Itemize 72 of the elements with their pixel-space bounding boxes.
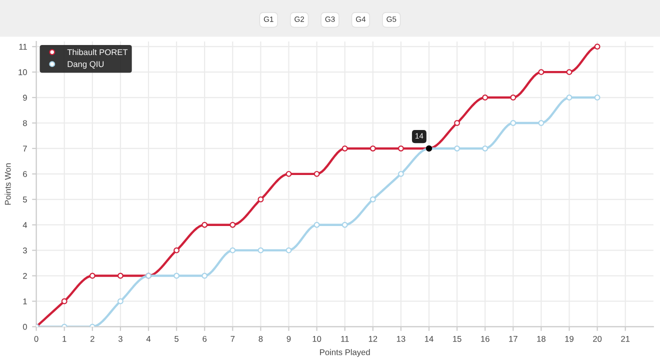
x-tick-label: 21: [621, 336, 630, 342]
y-tick-label: 8: [23, 120, 27, 126]
point: [258, 247, 264, 254]
point: [230, 222, 236, 228]
point: [454, 120, 460, 126]
x-tick-label: 18: [537, 336, 546, 342]
point: [286, 170, 292, 177]
point: [314, 170, 320, 177]
y-tick-label: 3: [22, 248, 27, 254]
x-tick-label: 6: [202, 336, 207, 342]
x-tick-label: 7: [230, 336, 235, 342]
x-tick-label: 13: [396, 336, 406, 342]
y-tick-label: 0: [22, 324, 27, 330]
point: [174, 247, 180, 254]
point: [342, 145, 348, 152]
y-tick-label: 11: [19, 44, 27, 50]
point: [230, 247, 236, 254]
x-tick-label: 14: [425, 336, 434, 342]
x-tick-label: 17: [509, 336, 518, 342]
x-tick-label: 16: [481, 336, 490, 342]
x-tick-label: 19: [565, 336, 574, 342]
y-tick-label: 2: [23, 272, 27, 279]
point: [202, 272, 208, 279]
point: [538, 120, 544, 126]
legend-label: Dang QIU: [68, 61, 104, 69]
y-tick-label: 5: [22, 196, 27, 202]
x-tick-label: 11: [341, 336, 349, 342]
point: [594, 44, 600, 50]
x-tick-label: 2: [90, 336, 94, 342]
point: [286, 247, 292, 254]
x-axis-title: Points Played: [320, 349, 370, 357]
x-tick-label: 20: [593, 336, 602, 342]
point: [174, 272, 180, 279]
point: [117, 298, 124, 304]
y-tick-label: 7: [23, 146, 27, 152]
y-axis-title: Points Won: [4, 163, 11, 205]
point: [566, 94, 572, 101]
x-tick-label: 5: [174, 336, 179, 342]
y-tick-label: 6: [23, 171, 27, 178]
x-tick-label: 4: [146, 336, 151, 342]
point: [510, 94, 516, 101]
point: [594, 94, 600, 101]
point: [314, 222, 320, 228]
point: [482, 145, 488, 152]
x-tick-label: 1: [62, 336, 66, 342]
point: [482, 94, 488, 101]
x-tick-label: 15: [453, 336, 462, 342]
point: [258, 196, 264, 202]
point: [342, 222, 348, 228]
point: [398, 145, 404, 152]
x-tick-label: 8: [258, 336, 263, 342]
point: [61, 298, 68, 304]
point: [566, 69, 572, 76]
legend-label: Thibault PORET: [67, 49, 128, 56]
x-tick-label: 10: [312, 336, 322, 342]
point: [398, 170, 404, 177]
point: [117, 272, 124, 279]
y-tick-label: 4: [22, 222, 28, 228]
y-tick-label: 9: [23, 94, 27, 101]
x-tick-label: 12: [368, 336, 378, 342]
point: [202, 222, 208, 228]
point: [89, 272, 96, 279]
point: [510, 120, 516, 126]
point: [370, 145, 376, 152]
point: [538, 69, 544, 76]
point: [370, 196, 376, 202]
y-tick-label: 10: [18, 69, 27, 76]
x-tick-label: 9: [286, 336, 291, 342]
x-tick-label: 0: [34, 336, 38, 342]
y-tick-label: 1: [23, 298, 27, 304]
point: [454, 145, 460, 152]
x-tick-label: 3: [118, 336, 122, 342]
